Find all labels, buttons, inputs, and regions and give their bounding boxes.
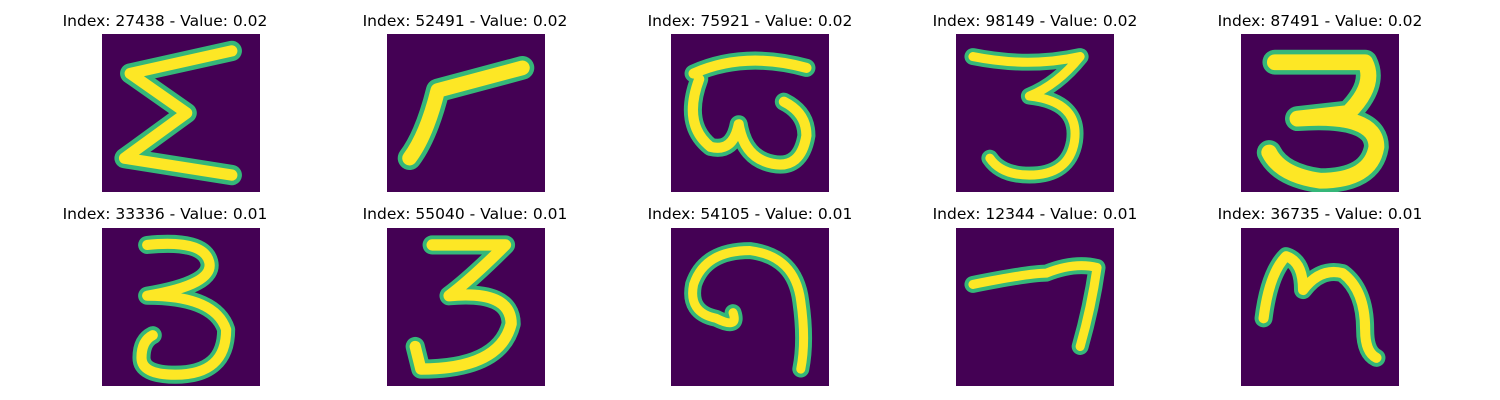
image-title: Index: 12344 - Value: 0.01 bbox=[932, 205, 1138, 223]
digit-image bbox=[671, 228, 829, 386]
digit-image bbox=[1241, 34, 1399, 192]
image-title: Index: 36735 - Value: 0.01 bbox=[1217, 205, 1423, 223]
digit-glyph bbox=[684, 242, 813, 378]
digit-image bbox=[956, 34, 1114, 192]
image-title: Index: 54105 - Value: 0.01 bbox=[647, 205, 853, 223]
digit-glyph bbox=[683, 51, 816, 174]
digit-image bbox=[387, 228, 545, 386]
digit-glyph bbox=[964, 257, 1106, 355]
digit-image bbox=[956, 228, 1114, 386]
digit-glyph bbox=[1256, 49, 1389, 192]
image-title: Index: 87491 - Value: 0.02 bbox=[1217, 12, 1423, 30]
digit-image bbox=[102, 34, 260, 192]
digit-image bbox=[1241, 228, 1399, 386]
image-title: Index: 98149 - Value: 0.02 bbox=[932, 12, 1138, 30]
image-title: Index: 75921 - Value: 0.02 bbox=[647, 12, 853, 30]
image-title: Index: 27438 - Value: 0.02 bbox=[62, 12, 268, 30]
digit-glyph bbox=[132, 234, 236, 384]
image-title: Index: 52491 - Value: 0.02 bbox=[362, 12, 568, 30]
digit-glyph bbox=[964, 48, 1089, 184]
digit-image bbox=[387, 34, 545, 192]
digit-image bbox=[102, 228, 260, 386]
digit-glyph bbox=[397, 56, 535, 170]
image-title: Index: 55040 - Value: 0.01 bbox=[362, 205, 568, 223]
digit-image bbox=[671, 34, 829, 192]
digit-glyph bbox=[114, 40, 242, 186]
digit-glyph bbox=[1254, 247, 1386, 367]
image-title: Index: 33336 - Value: 0.01 bbox=[62, 205, 268, 223]
digit-glyph bbox=[405, 235, 521, 379]
